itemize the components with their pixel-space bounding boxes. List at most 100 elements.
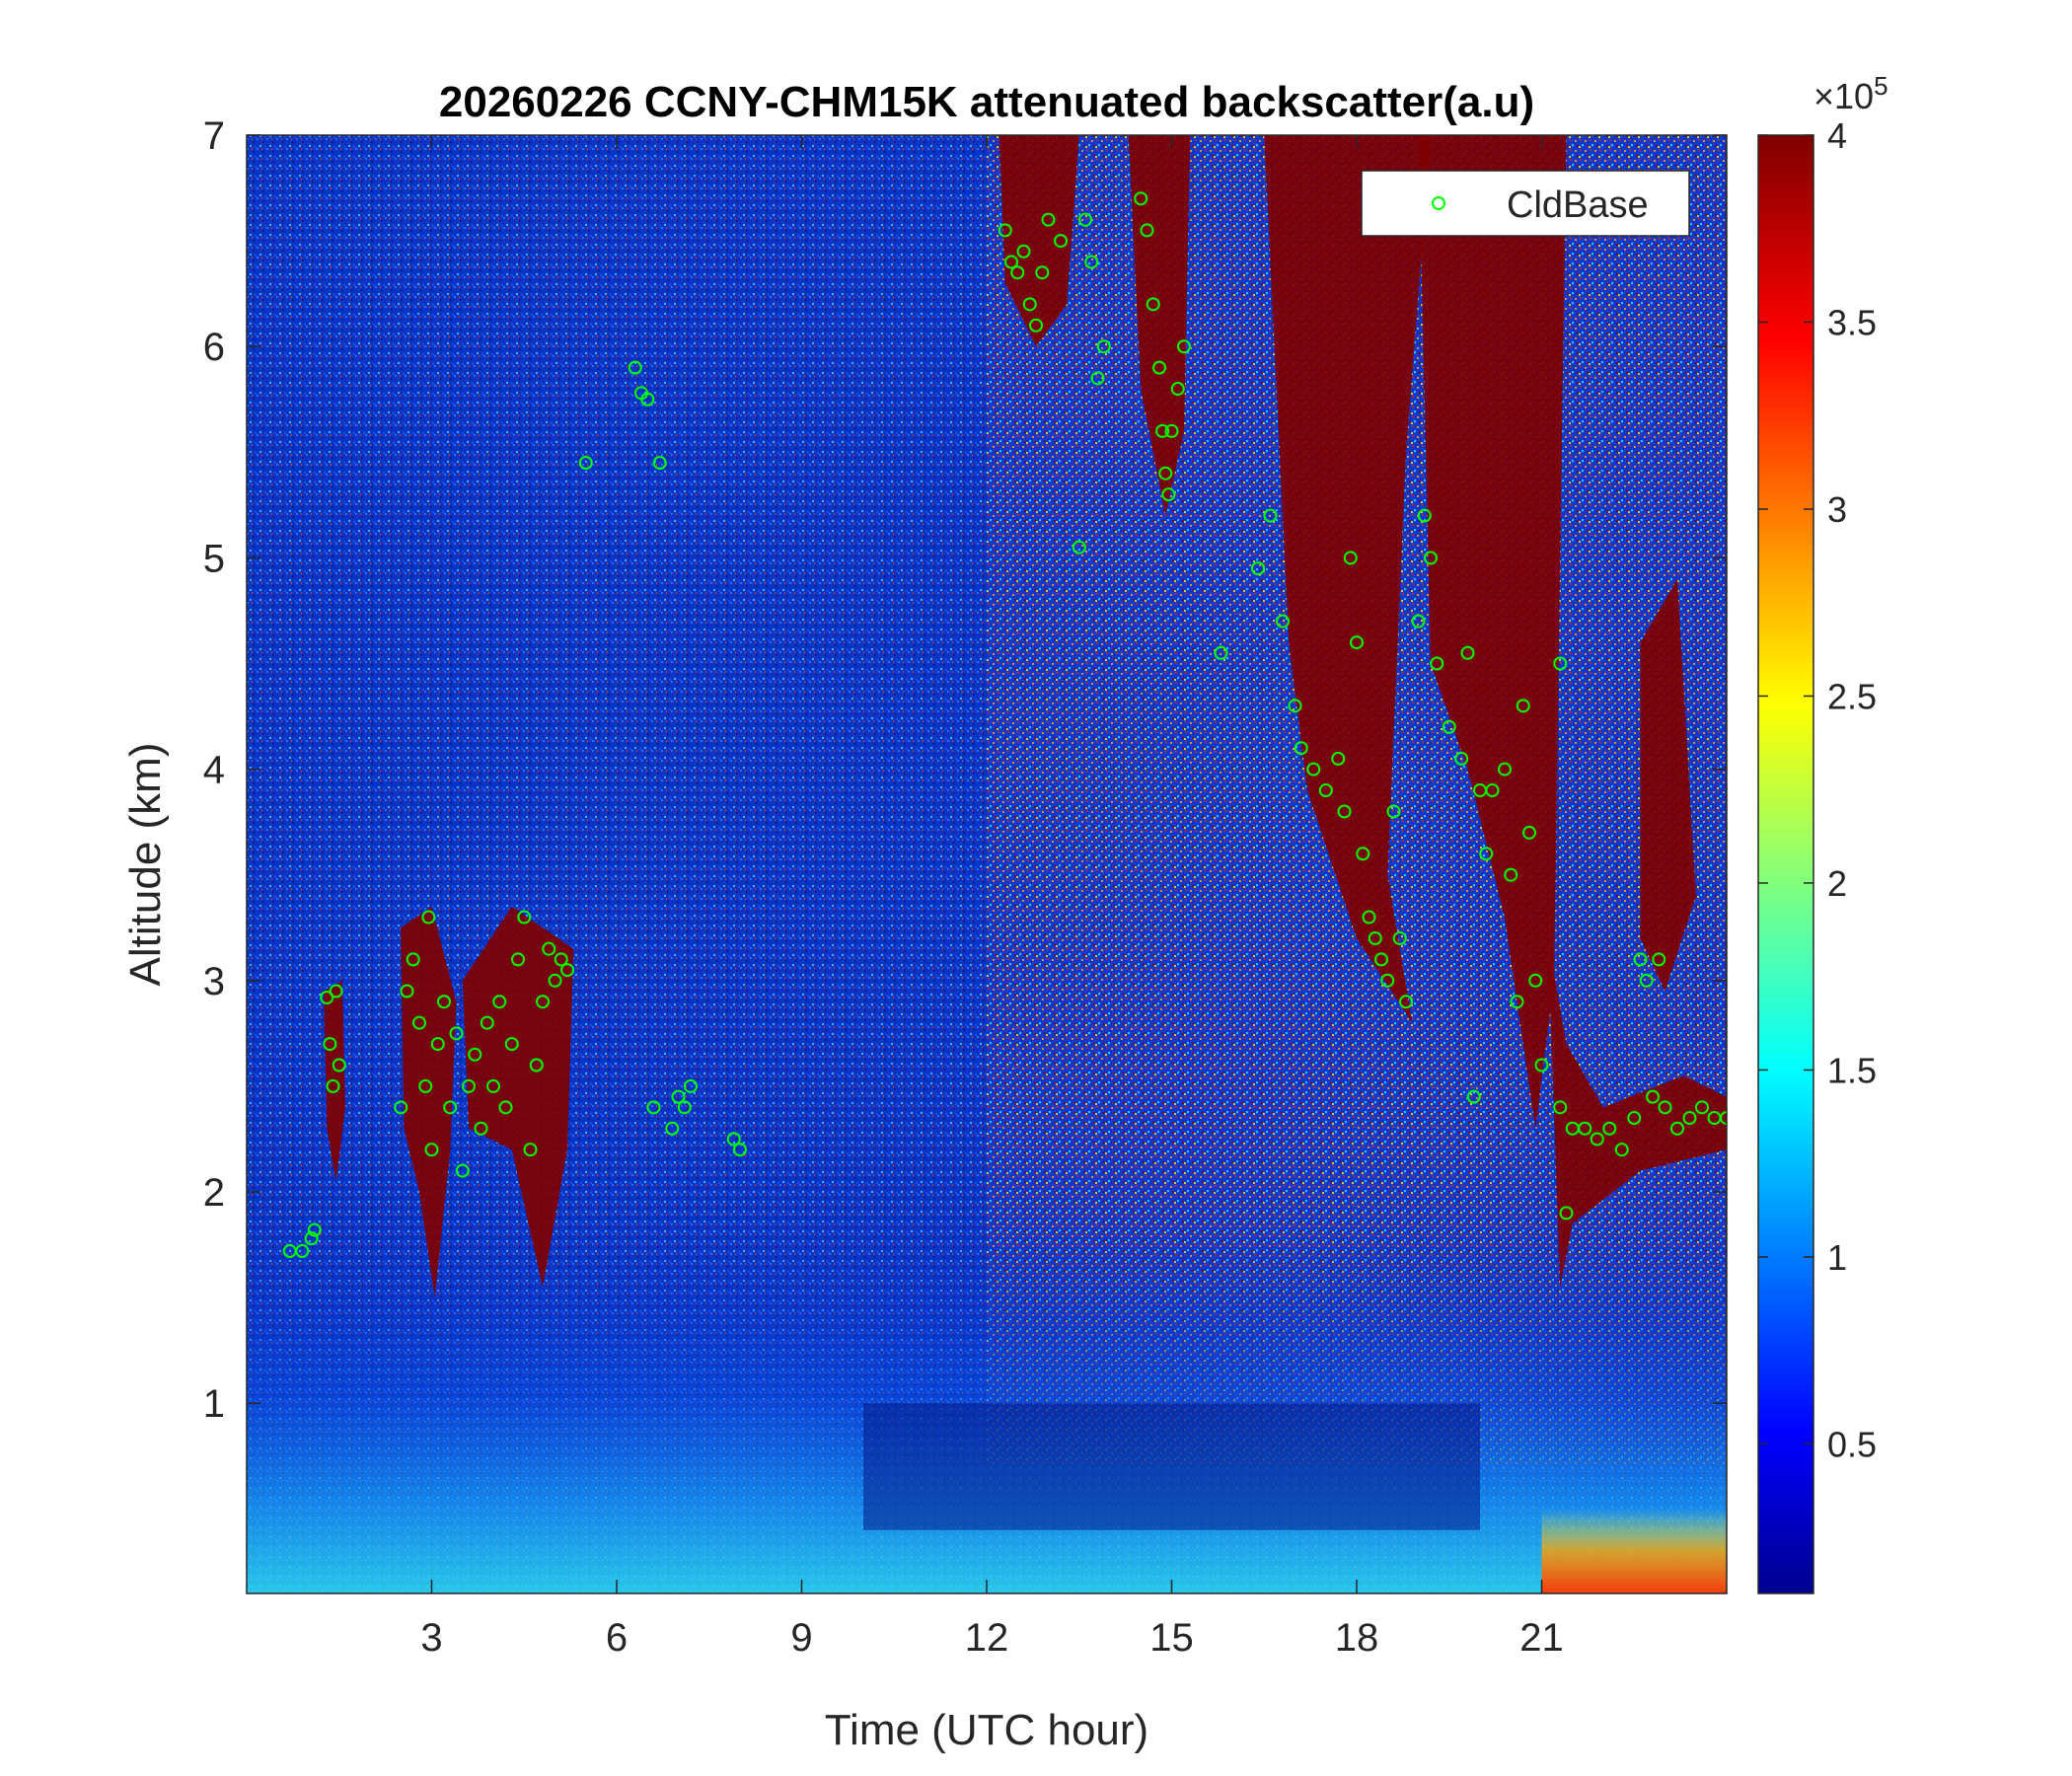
cldbase-point: [733, 1143, 747, 1157]
chart-title: 20260226 CCNY-CHM15K attenuated backscat…: [439, 78, 1534, 126]
colorbar-gradient: [1757, 134, 1814, 1594]
cldbase-point: [536, 995, 550, 1009]
x-axis-label: Time (UTC hour): [825, 1706, 1148, 1754]
cldbase-point: [1072, 540, 1086, 555]
cldbase-point: [628, 360, 642, 375]
cldbase-point: [1652, 952, 1666, 967]
cldbase-point: [332, 1058, 346, 1073]
cldbase-point: [1022, 297, 1037, 312]
cloud-region: [1264, 135, 1431, 1023]
cldbase-point: [1695, 1100, 1709, 1115]
x-tick-label: 9: [790, 1616, 812, 1660]
cldbase-point: [578, 456, 593, 471]
cldbase-point: [1161, 487, 1176, 502]
cldbase-point: [1263, 508, 1278, 523]
cldbase-point: [665, 1121, 680, 1136]
cldbase-point: [498, 1100, 513, 1115]
cldbase-point: [726, 1132, 741, 1147]
cldbase-point: [1029, 318, 1043, 333]
x-tick-label: 18: [1335, 1616, 1379, 1660]
y-tick-label: 6: [203, 326, 225, 369]
cldbase-point: [1424, 551, 1438, 565]
cldbase-point: [1318, 783, 1333, 798]
cldbase-point: [1466, 1089, 1481, 1104]
cldbase-point: [320, 990, 334, 1004]
colorbar: 0.5 1 1.5 2 2.5 3 3.5 4 ×105: [1757, 71, 1888, 1594]
colorbar-tick-label: 1: [1827, 1237, 1847, 1278]
cldbase-point: [1639, 973, 1654, 988]
cloud-region: [462, 906, 574, 1288]
cldbase-point: [548, 973, 562, 988]
cldbase-point: [1054, 234, 1068, 249]
cldbase-point: [554, 952, 568, 967]
cldbase-point: [1343, 551, 1358, 565]
cldbase-point: [443, 1100, 458, 1115]
colorbar-tick-label: 3.5: [1827, 302, 1877, 342]
cldbase-point: [1214, 645, 1228, 660]
cldbase-point: [430, 1037, 445, 1052]
cldbase-point: [1368, 930, 1382, 945]
cldbase-point: [1553, 1100, 1568, 1115]
legend-marker-icon: [1432, 196, 1445, 210]
cldbase-point: [1646, 1089, 1660, 1104]
cldbase-point: [295, 1243, 310, 1258]
cldbase-point: [1337, 804, 1352, 819]
cloud-region: [1128, 135, 1191, 516]
cldbase-point: [1084, 255, 1099, 269]
cldbase-point: [1633, 952, 1648, 967]
colorbar-tick-label: 4: [1827, 115, 1847, 156]
cldbase-point: [1485, 783, 1500, 798]
cldbase-point: [684, 1078, 698, 1093]
cldbase-point: [304, 1231, 319, 1246]
x-axis: 3 6 9 12 15 18 21: [420, 135, 1564, 1660]
cldbase-point: [492, 995, 507, 1009]
cldbase-point: [1498, 762, 1512, 777]
cldbase-point: [449, 1026, 464, 1041]
cldbase-point: [1362, 910, 1376, 925]
y-axis-label: Altitude (km): [121, 743, 170, 987]
cldbase-point: [1430, 656, 1444, 671]
cldbase-point: [1522, 825, 1536, 840]
cldbase-point: [1399, 995, 1413, 1009]
backscatter-heatmap: [247, 135, 1727, 1593]
cldbase-point: [437, 995, 451, 1009]
colorbar-multiplier-exponent: 5: [1874, 71, 1887, 101]
cldbase-point: [1041, 212, 1056, 227]
cldbase-point: [1417, 508, 1432, 523]
cldbase-point: [1177, 339, 1191, 354]
x-tick-label: 3: [420, 1616, 442, 1660]
cldbase-point: [529, 1058, 544, 1073]
cldbase-point: [1152, 360, 1166, 375]
x-tick-label: 21: [1519, 1616, 1564, 1660]
cldbase-point: [1090, 371, 1105, 386]
y-axis: 1 2 3 4 5 6 7: [203, 114, 1727, 1426]
cldbase-point: [1374, 952, 1388, 967]
cldbase-point: [462, 1078, 476, 1093]
cldbase-point: [1155, 423, 1170, 438]
x-tick-label: 6: [606, 1616, 628, 1660]
cldbase-point: [326, 1078, 340, 1093]
cldbase-point: [486, 1078, 500, 1093]
cldbase-point: [517, 910, 532, 925]
cldbase-point: [1504, 867, 1518, 882]
heatmap-surface-high: [1541, 1509, 1727, 1593]
cldbase-point: [424, 1143, 439, 1157]
cldbase-point: [1528, 973, 1543, 988]
y-tick-label: 1: [203, 1382, 225, 1426]
cldbase-point: [1442, 719, 1456, 734]
cldbase-point: [468, 1047, 482, 1062]
x-tick-label: 12: [965, 1616, 1009, 1660]
cldbase-point: [1096, 339, 1111, 354]
cldbase-point: [1276, 614, 1290, 629]
y-tick-label: 4: [203, 749, 225, 792]
cldbase-point: [1350, 635, 1364, 650]
cldbase-point: [523, 1143, 538, 1157]
cldbase-point: [1078, 212, 1092, 227]
colorbar-tick-label: 2.5: [1827, 676, 1877, 716]
cldbase-point: [1516, 699, 1530, 713]
cldbase-point: [406, 952, 420, 967]
y-tick-label: 5: [203, 537, 225, 580]
cldbase-point: [1158, 466, 1173, 481]
cldbase-point: [646, 1100, 661, 1115]
